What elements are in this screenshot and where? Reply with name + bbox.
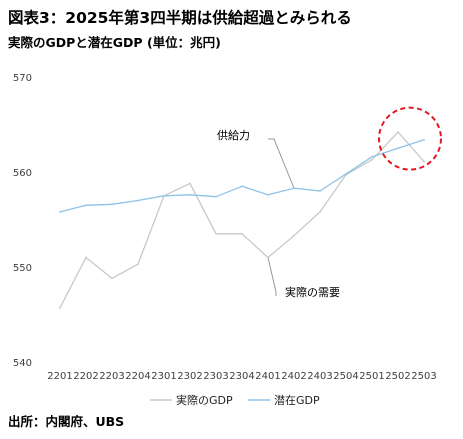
data-point xyxy=(215,232,217,235)
x-tick-label: 2501 xyxy=(359,371,384,382)
data-point xyxy=(111,203,113,206)
data-point xyxy=(189,182,191,185)
y-tick-label: 560 xyxy=(13,168,32,179)
legend-label: 潜在GDP xyxy=(274,393,320,407)
data-point xyxy=(267,193,269,196)
series-2 xyxy=(59,138,425,213)
series-line xyxy=(59,139,425,213)
data-point xyxy=(137,199,139,202)
legend: 実際のGDP 潜在GDP xyxy=(150,393,320,407)
data-point xyxy=(85,256,87,259)
data-point xyxy=(189,193,191,196)
y-tick-label: 570 xyxy=(13,73,32,84)
x-tick-label: 2304 xyxy=(229,371,254,382)
data-point xyxy=(111,277,113,280)
x-tick-label: 2301 xyxy=(151,371,176,382)
x-tick-label: 2401 xyxy=(255,371,280,382)
x-tick-label: 2503 xyxy=(411,371,436,382)
data-point xyxy=(59,306,61,309)
x-tick-label: 2403 xyxy=(307,371,332,382)
y-tick-label: 550 xyxy=(13,263,32,274)
x-tick-label: 2204 xyxy=(125,371,150,382)
data-point xyxy=(137,263,139,266)
series-lines xyxy=(59,131,425,309)
data-point xyxy=(371,158,373,161)
x-tick-label: 2502 xyxy=(385,371,410,382)
chart-title: 図表3：2025年第3四半期は供給超過とみられる xyxy=(8,9,352,27)
highlight-circle xyxy=(378,106,442,171)
annotation-leaders xyxy=(267,138,295,296)
source-note: 出所：内閣府、UBS xyxy=(8,414,125,429)
data-point xyxy=(319,190,321,192)
data-point xyxy=(345,173,347,175)
y-tick-label: 540 xyxy=(13,358,32,369)
y-axis-ticks: 540 550 560 570 xyxy=(13,73,32,369)
data-point xyxy=(59,211,61,213)
data-point xyxy=(215,195,217,198)
x-tick-label: 2402 xyxy=(281,371,306,382)
data-point xyxy=(423,138,425,141)
data-point xyxy=(397,147,399,150)
data-point xyxy=(423,160,425,163)
annotation-leader xyxy=(268,138,295,189)
annotation-leader xyxy=(267,257,277,296)
data-point xyxy=(397,131,399,134)
data-point xyxy=(267,256,269,259)
data-point xyxy=(293,187,295,190)
chart-subtitle: 実際のGDPと潜在GDP (単位：兆円) xyxy=(8,35,221,50)
x-tick-label: 2202 xyxy=(73,371,98,382)
x-tick-label: 2203 xyxy=(99,371,124,382)
data-point xyxy=(241,232,243,235)
data-point xyxy=(371,155,373,158)
data-point xyxy=(241,185,243,188)
x-tick-label: 2201 xyxy=(47,371,72,382)
highlight-layer xyxy=(378,106,442,171)
legend-label: 実際のGDP xyxy=(176,393,233,407)
x-axis-ticks: 2201 2202 2203 2204 2301 2302 2303 2304 2401 2402… xyxy=(47,371,436,382)
x-tick-label: 2504 xyxy=(333,371,358,382)
x-tick-label: 2302 xyxy=(177,371,202,382)
annotation-label: 供給力 xyxy=(217,128,250,142)
data-point xyxy=(293,234,295,237)
data-point xyxy=(85,204,87,207)
data-point xyxy=(163,194,165,197)
x-tick-label: 2303 xyxy=(203,371,228,382)
annotation-label: 実際の需要 xyxy=(285,285,340,299)
data-point xyxy=(319,211,321,213)
legend-item: 潜在GDP xyxy=(248,393,320,407)
legend-item: 実際のGDP xyxy=(150,393,233,407)
